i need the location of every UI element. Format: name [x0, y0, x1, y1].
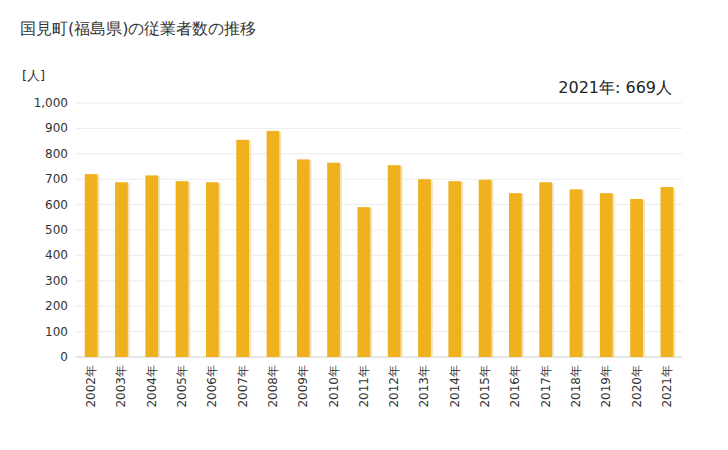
- bar: [600, 193, 613, 357]
- grid-line: [76, 357, 682, 358]
- x-tick-label: 2006年: [205, 365, 219, 408]
- grid-line: [76, 103, 682, 104]
- bar: [85, 174, 98, 357]
- grid-line: [76, 153, 682, 154]
- bar: [418, 179, 431, 357]
- grid-line: [76, 204, 682, 205]
- x-tick-label: 2017年: [539, 365, 553, 408]
- annotation: 2021年: 669人: [558, 78, 672, 97]
- x-tick-label: 2002年: [84, 365, 98, 408]
- grid-line: [76, 128, 682, 129]
- x-tick-label: 2019年: [599, 365, 613, 408]
- grid-line: [76, 255, 682, 256]
- y-tick-label: 400: [45, 248, 68, 262]
- title: 国見町(福島県)の従業者数の推移: [20, 19, 256, 38]
- x-tick-label: 2003年: [114, 365, 128, 408]
- bar: [479, 180, 492, 357]
- bars: [85, 131, 675, 357]
- y-tick-label: 100: [45, 325, 68, 339]
- y-tick-label: 900: [45, 121, 68, 135]
- bar: [145, 175, 158, 357]
- bar: [539, 182, 552, 357]
- bar: [388, 165, 401, 357]
- grid-line: [76, 306, 682, 307]
- grid-line: [76, 230, 682, 231]
- bar: [509, 193, 522, 357]
- grid-line: [76, 280, 682, 281]
- x-tick-label: 2010年: [327, 365, 341, 408]
- x-tick-label: 2009年: [296, 365, 310, 408]
- bar: [448, 181, 461, 357]
- bar: [115, 182, 128, 357]
- x-tick-label: 2014年: [448, 365, 462, 408]
- bar: [357, 207, 370, 357]
- x-tick-label: 2011年: [357, 365, 371, 408]
- x-tick-label: 2004年: [145, 365, 159, 408]
- y-tick-label: 300: [45, 274, 68, 288]
- grid-line: [76, 179, 682, 180]
- y-tick-label: 800: [45, 147, 68, 161]
- y-tick-label: 600: [45, 198, 68, 212]
- y-axis-label: [人]: [22, 68, 45, 83]
- x-tick-label: 2012年: [387, 365, 401, 408]
- bar: [327, 163, 340, 357]
- x-tick-label: 2021年: [660, 365, 674, 408]
- x-tick-label: 2016年: [508, 365, 522, 408]
- x-tick-label: 2018年: [569, 365, 583, 408]
- x-tick-label: 2007年: [236, 365, 250, 408]
- y-tick-label: 0: [60, 350, 68, 364]
- y-tick-label: 200: [45, 299, 68, 313]
- x-tick-label: 2008年: [266, 365, 280, 408]
- x-tick-label: 2015年: [478, 365, 492, 408]
- chart: 国見町(福島県)の従業者数の推移 [人] 2021年: 669人 0 100 200 300…: [0, 0, 728, 450]
- bar: [267, 131, 280, 357]
- x-tick-label: 2005年: [175, 365, 189, 408]
- y-tick-label: 700: [45, 172, 68, 186]
- bar: [630, 199, 643, 357]
- bar: [206, 182, 219, 357]
- bar: [176, 181, 189, 357]
- bar: [236, 140, 249, 357]
- x-tick-label: 2020年: [630, 365, 644, 408]
- x-tick-label: 2013年: [417, 365, 431, 408]
- y-tick-label: 1,000: [34, 96, 68, 110]
- y-tick-label: 500: [45, 223, 68, 237]
- bar: [297, 159, 310, 357]
- bar: [570, 189, 583, 357]
- grid-line: [76, 331, 682, 332]
- bar: [660, 187, 673, 357]
